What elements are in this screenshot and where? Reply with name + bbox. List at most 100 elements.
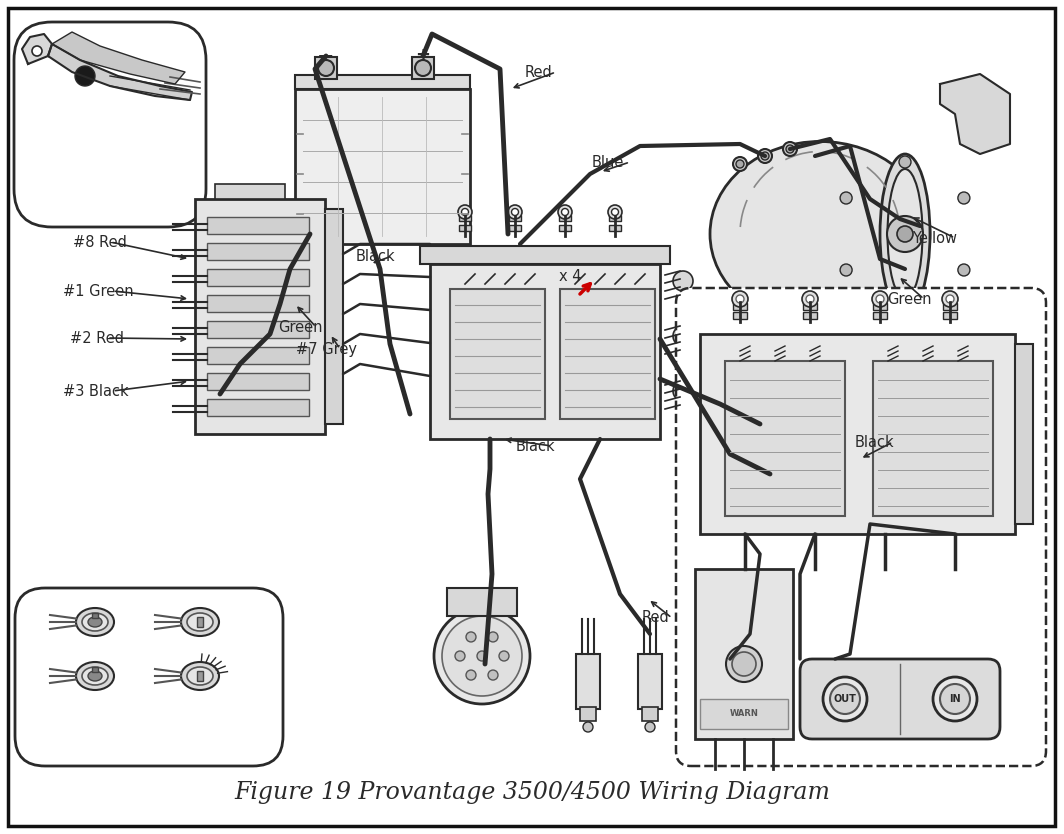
Circle shape [508,205,522,219]
Ellipse shape [181,608,219,636]
Polygon shape [940,74,1010,154]
Circle shape [318,60,334,76]
Bar [459,225,471,231]
Bar [872,303,887,310]
Text: Black: Black [855,435,895,450]
Text: Black: Black [356,249,396,264]
Text: Green: Green [887,292,931,307]
Circle shape [946,295,954,303]
Circle shape [74,66,95,86]
Bar [207,373,309,390]
Bar [725,361,845,516]
Circle shape [783,142,797,156]
Text: Red: Red [642,610,669,626]
Bar [207,399,309,416]
Circle shape [897,226,913,242]
FancyBboxPatch shape [800,659,1000,739]
Bar [700,334,1015,534]
Circle shape [830,684,860,714]
Circle shape [608,205,622,219]
Bar [803,303,817,310]
Circle shape [958,192,970,204]
Bar [700,699,788,729]
Circle shape [933,677,977,721]
Bar [215,184,285,199]
Bar [92,667,98,672]
Text: −: − [317,47,335,67]
Circle shape [899,156,911,168]
Bar [207,321,309,338]
Circle shape [434,608,530,704]
Circle shape [645,722,655,732]
Circle shape [807,295,814,303]
Circle shape [761,152,769,160]
Circle shape [466,632,476,642]
FancyBboxPatch shape [676,288,1046,766]
FancyBboxPatch shape [14,22,206,227]
Bar [638,654,662,709]
Circle shape [899,300,911,312]
Bar [943,312,957,319]
Circle shape [558,205,572,219]
Circle shape [940,684,970,714]
Text: WARN: WARN [730,710,759,719]
Text: x 4: x 4 [559,269,582,284]
Bar [509,215,521,221]
Bar [459,215,471,221]
Bar [430,264,660,439]
Bar [197,671,203,681]
Ellipse shape [76,608,114,636]
Circle shape [841,192,852,204]
Text: Black: Black [516,439,555,454]
Text: #3 Black: #3 Black [63,384,129,399]
Bar [295,75,470,89]
Bar [295,89,470,244]
Polygon shape [52,32,185,84]
Ellipse shape [88,617,102,627]
Ellipse shape [76,662,114,690]
Bar [872,361,993,516]
Circle shape [458,205,472,219]
Ellipse shape [887,169,922,299]
Bar [580,707,596,721]
Ellipse shape [880,154,930,314]
Bar [1015,344,1033,524]
Circle shape [455,651,465,661]
Text: Figure 19 Provantage 3500/4500 Wiring Diagram: Figure 19 Provantage 3500/4500 Wiring Di… [234,781,830,803]
Circle shape [612,208,618,215]
Bar [609,215,621,221]
Ellipse shape [187,613,213,631]
Bar [447,588,517,616]
Bar [509,225,521,231]
Polygon shape [22,34,52,64]
Circle shape [674,326,693,346]
Bar [207,269,309,286]
Bar [315,57,337,79]
Bar [733,303,747,310]
Text: +: + [416,46,431,64]
Circle shape [841,264,852,276]
Ellipse shape [82,667,109,685]
Text: OUT: OUT [833,694,857,704]
Bar [197,617,203,627]
Circle shape [732,291,748,307]
Bar [412,57,434,79]
Text: IN: IN [949,694,961,704]
Ellipse shape [187,667,213,685]
Polygon shape [48,44,192,100]
Circle shape [786,145,794,153]
Circle shape [802,291,818,307]
Circle shape [466,670,476,680]
Circle shape [958,264,970,276]
Ellipse shape [181,662,219,690]
Bar [576,654,600,709]
Circle shape [674,271,693,291]
Text: Blue: Blue [592,154,625,169]
Bar [207,295,309,312]
Circle shape [488,632,498,642]
Circle shape [872,291,888,307]
Circle shape [462,208,468,215]
Circle shape [822,677,867,721]
Circle shape [758,149,772,163]
Circle shape [887,216,922,252]
